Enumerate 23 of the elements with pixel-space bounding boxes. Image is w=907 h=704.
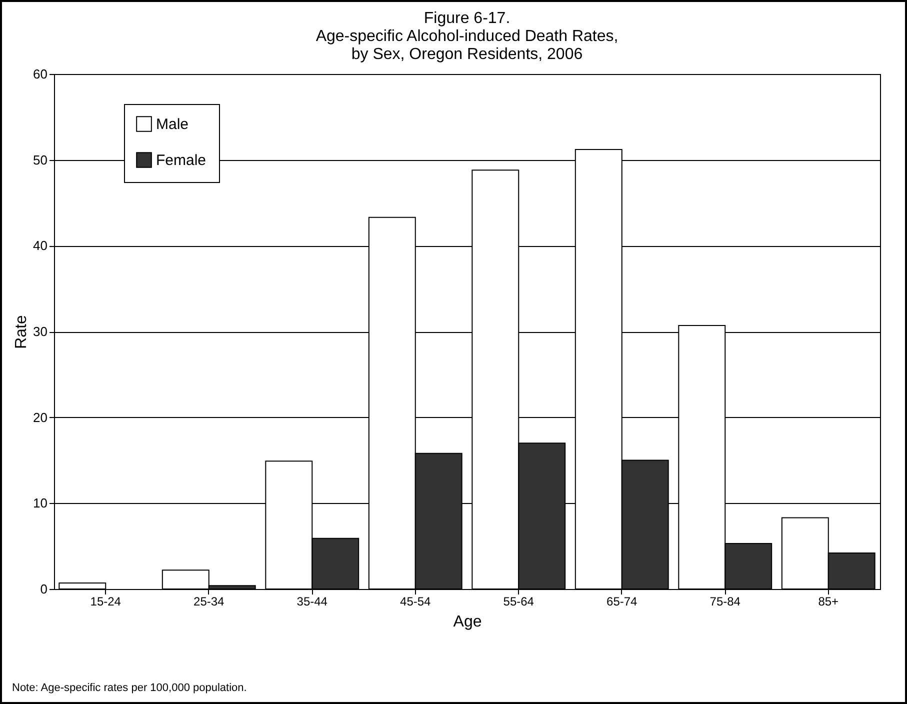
x-axis-title: Age (453, 614, 482, 630)
y-tick-label: 10 (33, 496, 48, 511)
y-tick-label: 40 (33, 238, 48, 254)
y-tick-label: 20 (33, 410, 48, 425)
y-axis-title: Rate (13, 315, 30, 349)
y-tick-label: 60 (33, 66, 48, 82)
x-tick-label: 25-34 (194, 594, 225, 608)
x-tick-label: 55-64 (503, 594, 534, 608)
x-tick-label: 15-24 (90, 594, 122, 608)
y-tick-label: 30 (33, 324, 48, 339)
text: Note: Age-specific rates per 100,000 population. (12, 682, 247, 694)
text: by Sex, Oregon Residents, 2006 (351, 46, 583, 63)
x-tick-label: 65-74 (606, 594, 638, 608)
y-tick-label: 50 (33, 152, 48, 168)
x-tick-label: 75-84 (710, 594, 741, 608)
legend-label: Female (156, 152, 206, 169)
x-tick-label: 85+ (818, 594, 839, 608)
x-tick-label: 35-44 (296, 594, 328, 608)
text: Age-specific Alcohol-induced Death Rates, (316, 28, 618, 45)
legend-label: Male (156, 116, 189, 133)
y-tick-label: 0 (40, 582, 48, 596)
x-tick-label: 45-54 (400, 594, 432, 608)
text: Figure 6-17. (424, 10, 510, 27)
